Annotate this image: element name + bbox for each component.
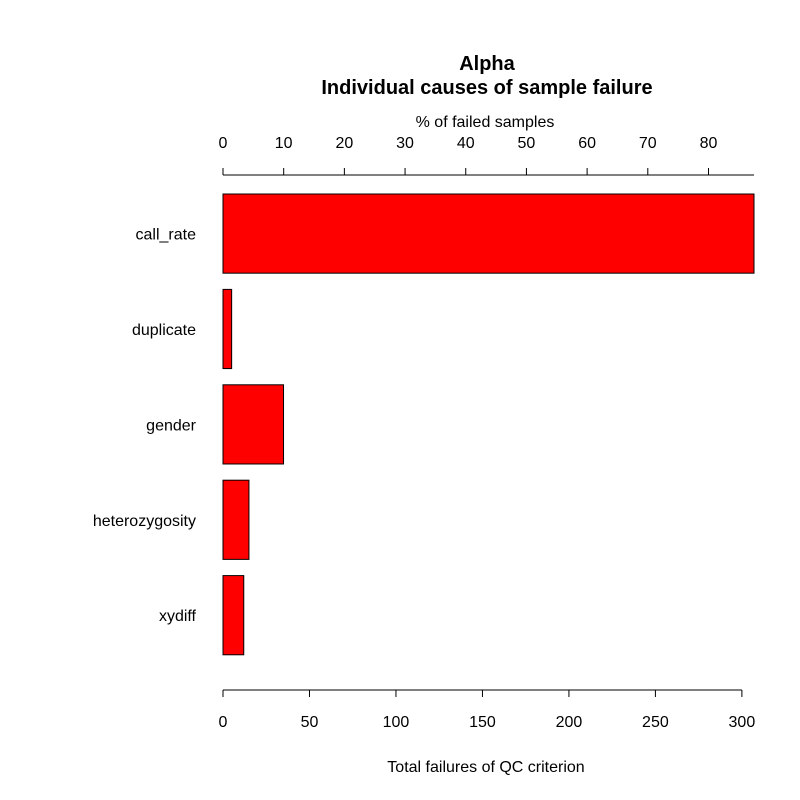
bar-heterozygosity <box>222 479 250 560</box>
category-label-duplicate: duplicate <box>132 322 196 339</box>
bar-duplicate <box>222 288 233 370</box>
category-label-xydiff: xydiff <box>159 608 197 625</box>
top-axis: 0 10 20 30 40 50 60 70 80 <box>219 135 754 176</box>
bottom-tick-label: 0 <box>219 714 228 731</box>
bar-gender <box>222 384 285 465</box>
category-label-call_rate: call_rate <box>136 227 197 244</box>
top-tick-label: 10 <box>275 135 293 152</box>
top-tick-label: 80 <box>700 135 718 152</box>
chart-title: Alpha <box>459 53 515 75</box>
bottom-axis: 0 50 100 150 200 250 300 <box>219 689 756 731</box>
top-tick-label: 70 <box>639 135 657 152</box>
top-tick-label: 60 <box>578 135 596 152</box>
x-axis-label: Total failures of QC criterion <box>387 759 584 776</box>
chart-subtitle: Individual causes of sample failure <box>321 77 652 99</box>
category-label-gender: gender <box>146 417 196 434</box>
bottom-tick-label: 300 <box>729 714 756 731</box>
category-label-heterozygosity: heterozygosity <box>93 513 196 530</box>
bars-group <box>222 193 755 656</box>
category-labels: call_rate duplicate gender heterozygosity xy… <box>93 227 197 626</box>
top-tick-label: 50 <box>518 135 536 152</box>
bar-call_rate <box>222 193 755 274</box>
top-tick-label: 20 <box>335 135 353 152</box>
top-tick-label: 0 <box>219 135 228 152</box>
top-tick-label: 40 <box>457 135 475 152</box>
bottom-tick-label: 250 <box>642 714 669 731</box>
top-axis-label: % of failed samples <box>416 114 555 131</box>
bar-xydiff <box>222 575 245 656</box>
bottom-tick-label: 150 <box>469 714 496 731</box>
bottom-tick-label: 50 <box>301 714 319 731</box>
bottom-tick-label: 100 <box>383 714 410 731</box>
bottom-tick-label: 200 <box>556 714 583 731</box>
top-tick-label: 30 <box>396 135 414 152</box>
